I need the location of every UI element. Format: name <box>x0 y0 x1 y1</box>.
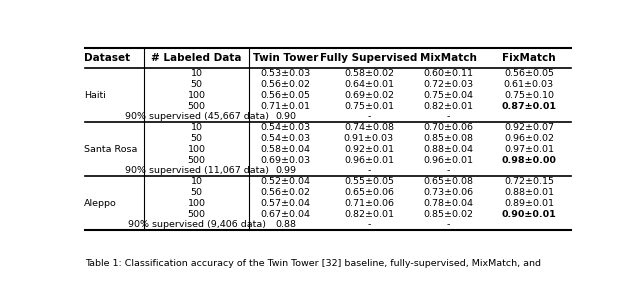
Text: -: - <box>367 167 371 175</box>
Text: 500: 500 <box>188 102 205 111</box>
Text: Haiti: Haiti <box>84 91 106 100</box>
Text: 0.65±0.06: 0.65±0.06 <box>344 188 394 197</box>
Text: 0.90: 0.90 <box>275 113 296 121</box>
Text: 0.92±0.07: 0.92±0.07 <box>504 123 554 132</box>
Text: 0.69±0.02: 0.69±0.02 <box>344 91 394 100</box>
Text: 0.58±0.02: 0.58±0.02 <box>344 69 394 78</box>
Text: 100: 100 <box>188 91 205 100</box>
Text: 0.74±0.08: 0.74±0.08 <box>344 123 394 132</box>
Text: Fully Supervised: Fully Supervised <box>320 53 418 63</box>
Text: 0.58±0.04: 0.58±0.04 <box>261 145 311 154</box>
Text: 0.56±0.05: 0.56±0.05 <box>261 91 311 100</box>
Text: -: - <box>367 113 371 121</box>
Text: 0.82±0.01: 0.82±0.01 <box>423 102 474 111</box>
Text: 0.67±0.04: 0.67±0.04 <box>261 210 311 219</box>
Text: 0.72±0.15: 0.72±0.15 <box>504 177 554 186</box>
Text: 0.85±0.08: 0.85±0.08 <box>423 134 474 143</box>
Text: 0.75±0.04: 0.75±0.04 <box>423 91 474 100</box>
Text: 0.98±0.00: 0.98±0.00 <box>502 156 556 165</box>
Text: 0.61±0.03: 0.61±0.03 <box>504 80 554 89</box>
Text: 0.82±0.01: 0.82±0.01 <box>344 210 394 219</box>
Text: 0.55±0.05: 0.55±0.05 <box>344 177 394 186</box>
Text: Aleppo: Aleppo <box>84 199 116 208</box>
Text: 0.69±0.03: 0.69±0.03 <box>260 156 311 165</box>
Text: 0.90±0.01: 0.90±0.01 <box>502 210 556 219</box>
Text: 0.96±0.01: 0.96±0.01 <box>423 156 474 165</box>
Text: 0.71±0.06: 0.71±0.06 <box>344 199 394 208</box>
Text: 0.97±0.01: 0.97±0.01 <box>504 145 554 154</box>
Text: FixMatch: FixMatch <box>502 53 556 63</box>
Text: 90% supervised (45,667 data): 90% supervised (45,667 data) <box>125 113 269 121</box>
Text: 0.71±0.01: 0.71±0.01 <box>261 102 311 111</box>
Text: 50: 50 <box>191 80 202 89</box>
Text: 10: 10 <box>191 123 202 132</box>
Text: 0.89±0.01: 0.89±0.01 <box>504 199 554 208</box>
Text: 0.53±0.03: 0.53±0.03 <box>260 69 311 78</box>
Text: 0.96±0.02: 0.96±0.02 <box>504 134 554 143</box>
Text: 0.88±0.04: 0.88±0.04 <box>423 145 474 154</box>
Text: 90% supervised (9,406 data): 90% supervised (9,406 data) <box>127 221 266 229</box>
Text: 0.88±0.01: 0.88±0.01 <box>504 188 554 197</box>
Text: 0.65±0.08: 0.65±0.08 <box>423 177 474 186</box>
Text: -: - <box>447 221 450 229</box>
Text: Santa Rosa: Santa Rosa <box>84 145 138 154</box>
Text: 0.56±0.02: 0.56±0.02 <box>261 188 311 197</box>
Text: 0.73±0.06: 0.73±0.06 <box>423 188 474 197</box>
Text: # Labeled Data: # Labeled Data <box>151 53 242 63</box>
Text: Table 1: Classification accuracy of the Twin Tower [32] baseline, fully-supervis: Table 1: Classification accuracy of the … <box>85 259 541 267</box>
Text: 0.87±0.01: 0.87±0.01 <box>501 102 556 111</box>
Text: 0.60±0.11: 0.60±0.11 <box>423 69 474 78</box>
Text: 0.85±0.02: 0.85±0.02 <box>423 210 474 219</box>
Text: MixMatch: MixMatch <box>420 53 477 63</box>
Text: 0.57±0.04: 0.57±0.04 <box>261 199 311 208</box>
Text: Dataset: Dataset <box>84 53 130 63</box>
Text: 0.99: 0.99 <box>275 167 296 175</box>
Text: 0.75±0.01: 0.75±0.01 <box>344 102 394 111</box>
Text: -: - <box>447 167 450 175</box>
Text: 0.88: 0.88 <box>275 221 296 229</box>
Text: 0.64±0.01: 0.64±0.01 <box>344 80 394 89</box>
Text: 50: 50 <box>191 134 202 143</box>
Text: 500: 500 <box>188 210 205 219</box>
Text: 10: 10 <box>191 69 202 78</box>
Text: 0.96±0.01: 0.96±0.01 <box>344 156 394 165</box>
Text: 0.92±0.01: 0.92±0.01 <box>344 145 394 154</box>
Text: 10: 10 <box>191 177 202 186</box>
Text: 100: 100 <box>188 199 205 208</box>
Text: 0.78±0.04: 0.78±0.04 <box>423 199 474 208</box>
Text: 50: 50 <box>191 188 202 197</box>
Text: 0.91±0.03: 0.91±0.03 <box>344 134 394 143</box>
Text: 0.56±0.02: 0.56±0.02 <box>261 80 311 89</box>
Text: -: - <box>367 221 371 229</box>
Text: 0.54±0.03: 0.54±0.03 <box>260 134 311 143</box>
Text: 0.52±0.04: 0.52±0.04 <box>261 177 311 186</box>
Text: 0.56±0.05: 0.56±0.05 <box>504 69 554 78</box>
Text: 0.75±0.10: 0.75±0.10 <box>504 91 554 100</box>
Text: -: - <box>447 113 450 121</box>
Text: 90% supervised (11,067 data): 90% supervised (11,067 data) <box>125 167 269 175</box>
Text: 0.72±0.03: 0.72±0.03 <box>423 80 474 89</box>
Text: 100: 100 <box>188 145 205 154</box>
Text: 0.70±0.06: 0.70±0.06 <box>423 123 474 132</box>
Text: 500: 500 <box>188 156 205 165</box>
Text: 0.54±0.03: 0.54±0.03 <box>260 123 311 132</box>
Text: Twin Tower: Twin Tower <box>253 53 319 63</box>
